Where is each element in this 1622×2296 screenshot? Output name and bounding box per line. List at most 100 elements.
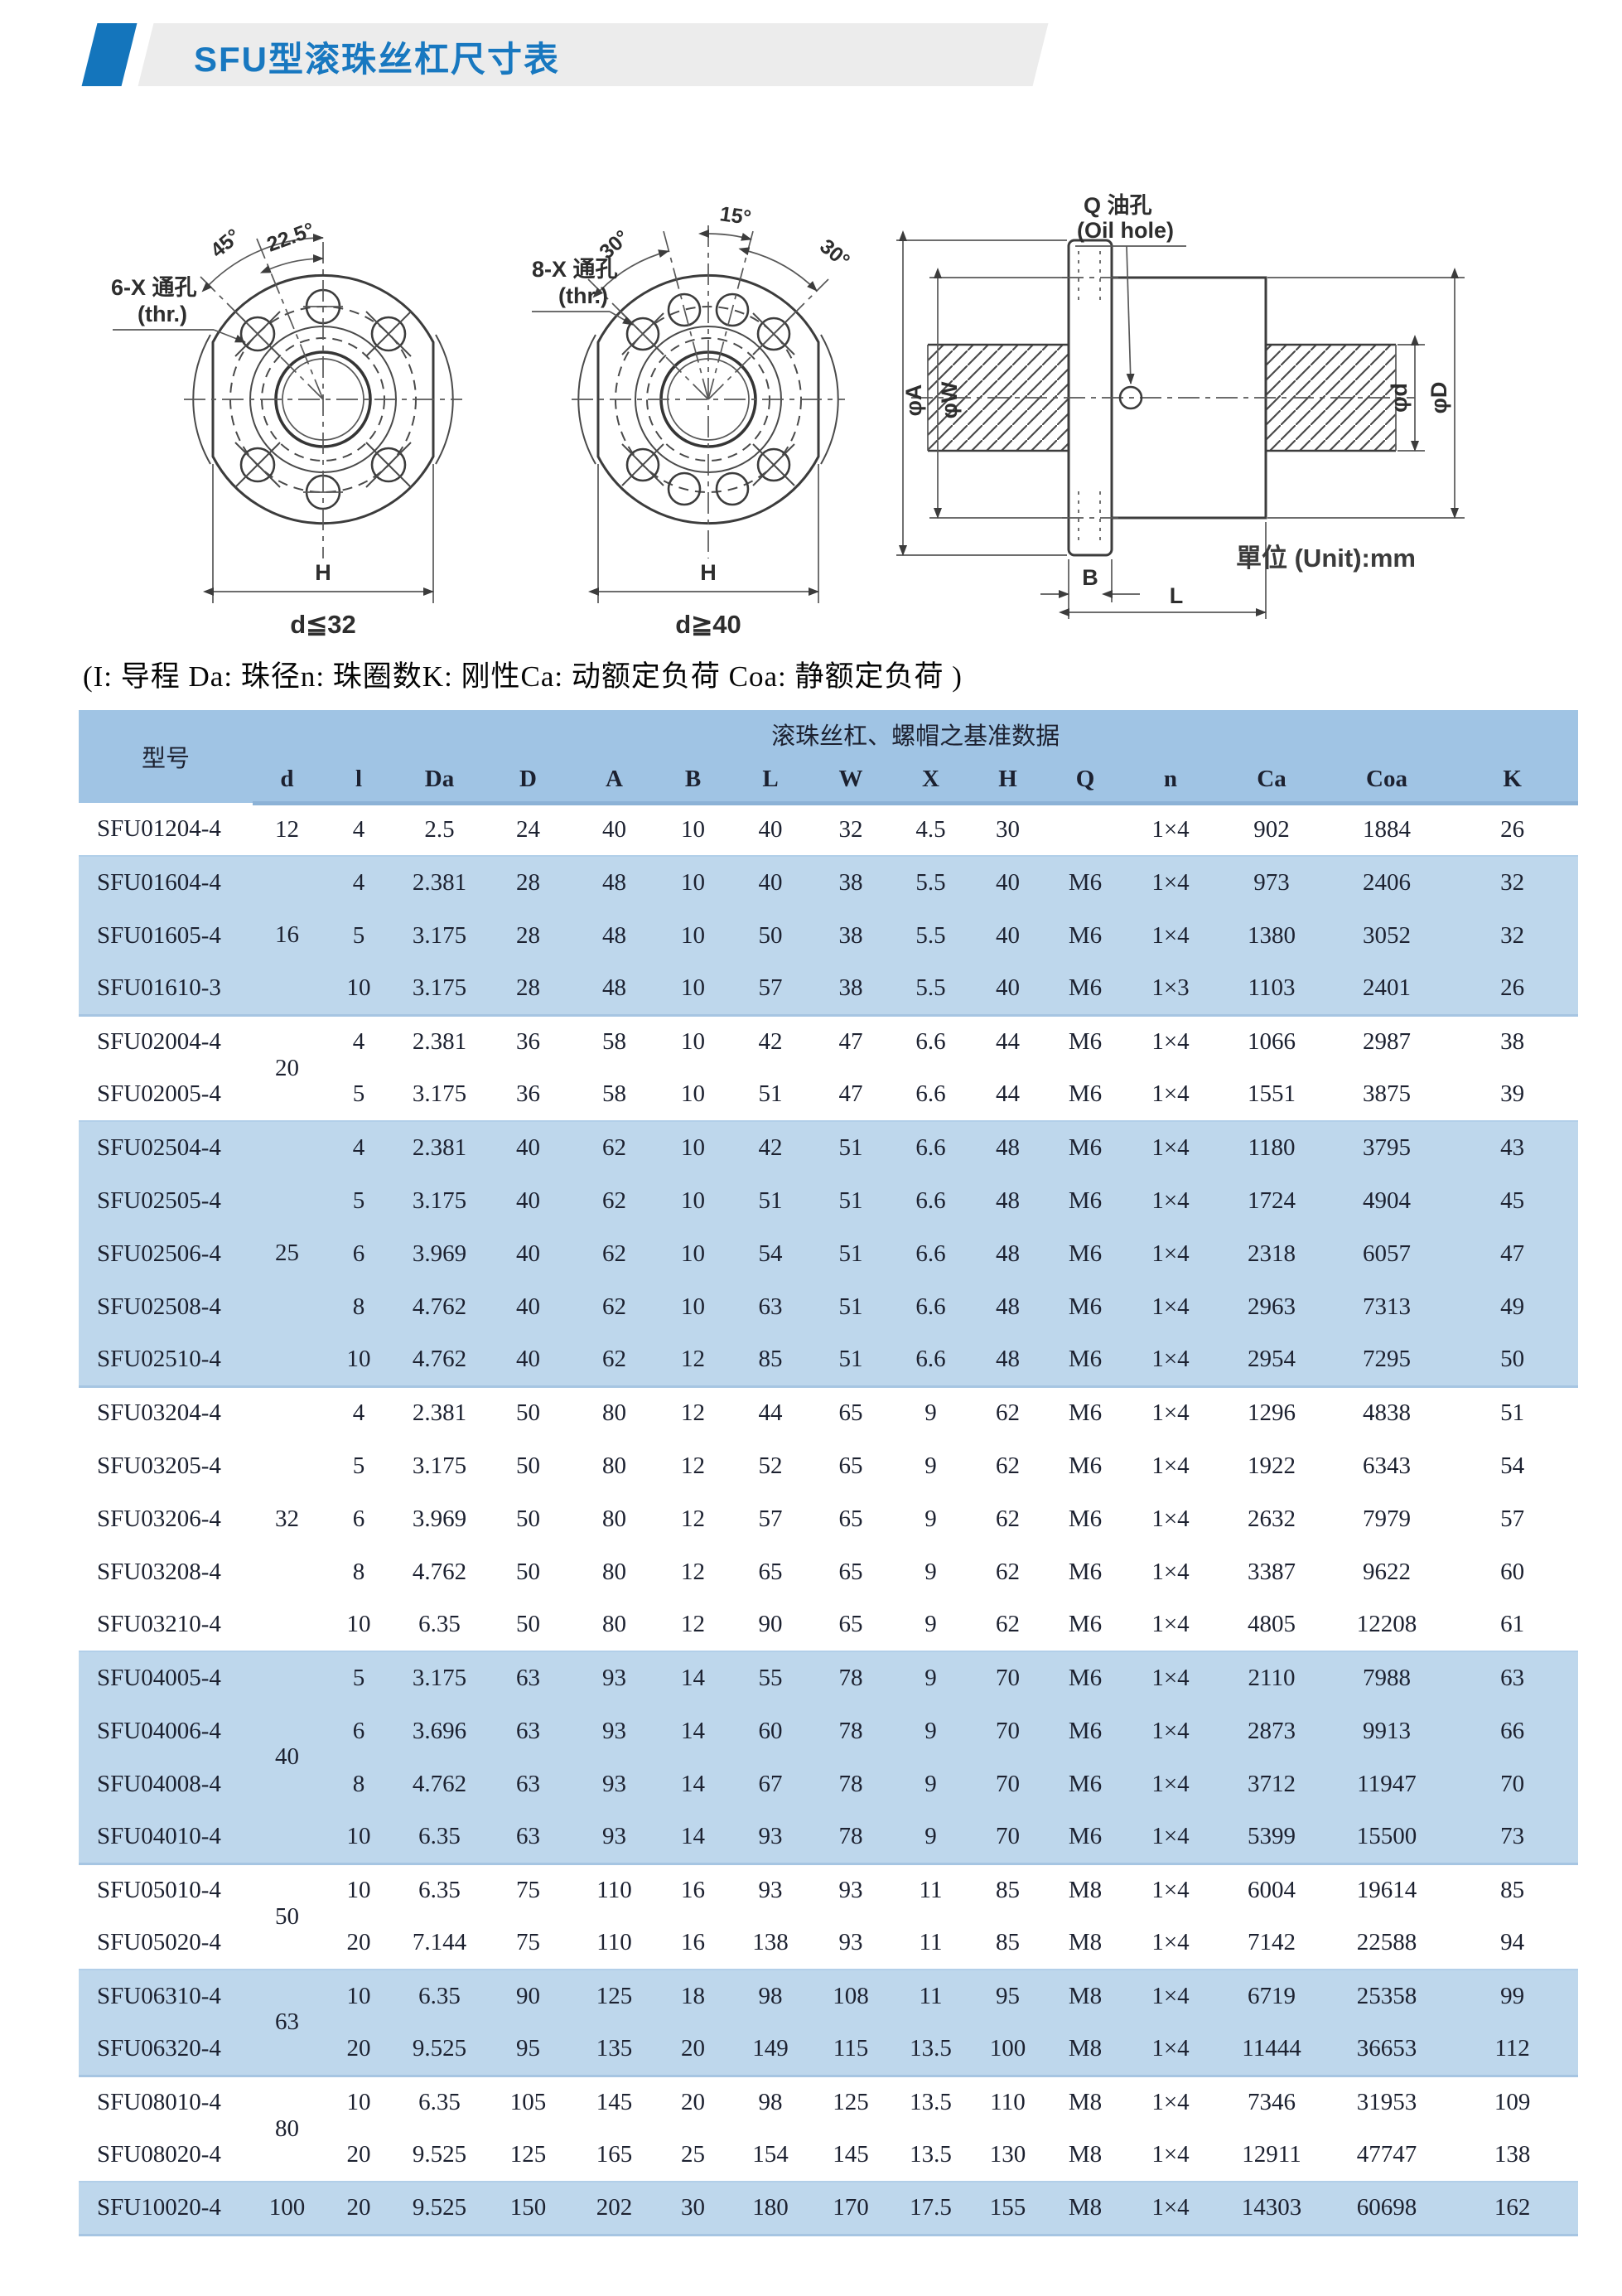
value-cell: 99 <box>1446 1969 1579 2023</box>
value-cell: 6 <box>321 1227 396 1280</box>
value-cell: 19614 <box>1356 1877 1417 1904</box>
value-cell: 52 <box>758 1452 783 1479</box>
d-group-cell: 100 <box>253 2181 321 2236</box>
value-cell: 149 <box>731 2023 810 2077</box>
column-header-l: L <box>731 758 810 805</box>
value-cell: M6 <box>1045 1757 1125 1810</box>
value-cell: 4.762 <box>396 1280 483 1333</box>
value-cell: 6.6 <box>891 1333 970 1388</box>
model-cell: SFU05020-4 <box>97 1929 221 1955</box>
value-cell: 2.381 <box>412 1028 467 1056</box>
value-cell: 12208 <box>1356 1611 1417 1637</box>
angle-30-right-label: 30° <box>815 234 854 273</box>
value-cell: 25 <box>681 2141 705 2168</box>
value-cell: 3.175 <box>396 1651 483 1704</box>
value-cell: M6 <box>1068 1080 1103 1107</box>
value-cell: 138 <box>752 1929 789 1955</box>
value-cell: 38 <box>810 962 891 1017</box>
value-cell: 1×4 <box>1125 1757 1216 1810</box>
value-cell: 5 <box>321 1174 396 1227</box>
value-cell: 3875 <box>1363 1080 1411 1107</box>
value-cell: 65 <box>838 1611 863 1637</box>
value-cell: M8 <box>1068 1877 1103 1904</box>
value-cell: 40 <box>758 816 783 843</box>
value-cell: 12 <box>681 1452 705 1479</box>
value-cell: 49 <box>1446 1280 1579 1333</box>
value-cell: 1724 <box>1216 1174 1327 1227</box>
value-cell: 28 <box>483 855 573 909</box>
value-cell: M6 <box>1045 1333 1125 1388</box>
value-cell: 902 <box>1253 816 1290 843</box>
table-row: SFU08020-4 20 9.525 125 165 25 154 145 13.5 130 M8… <box>79 2129 1579 2182</box>
table-group-header: 滚珠丝杠、螺帽之基准数据 <box>253 710 1579 758</box>
value-cell: 65 <box>838 1452 863 1479</box>
value-cell: 1×4 <box>1151 1028 1190 1056</box>
value-cell: 1×4 <box>1125 909 1216 962</box>
model-cell: SFU02506-4 <box>79 1227 253 1280</box>
value-cell: 10 <box>321 1810 396 1865</box>
value-cell: 40 <box>483 1333 573 1388</box>
value-cell: 62 <box>996 1611 1020 1637</box>
value-cell: M6 <box>1068 1611 1103 1637</box>
value-cell: 1380 <box>1216 909 1327 962</box>
model-cell: SFU02505-4 <box>79 1174 253 1227</box>
value-cell: 40 <box>970 962 1045 1017</box>
value-cell: 70 <box>1446 1757 1579 1810</box>
value-cell: 70 <box>970 1651 1045 1704</box>
value-cell: M8 <box>1045 1969 1125 2023</box>
value-cell: 48 <box>573 909 655 962</box>
value-cell: 9 <box>924 1558 937 1585</box>
value-cell: M6 <box>1045 1810 1125 1865</box>
value-cell: 70 <box>970 1704 1045 1757</box>
value-cell: M6 <box>1068 1558 1103 1585</box>
value-cell: 40 <box>483 1227 573 1280</box>
table-row: SFU01605-4 5 3.175 28 48 10 50 38 5.5 40 M6 1×4 1380… <box>79 909 1579 962</box>
value-cell: 32 <box>838 816 863 843</box>
value-cell: M6 <box>1068 1399 1103 1427</box>
value-cell: 31953 <box>1356 2089 1417 2116</box>
value-cell: 62 <box>996 1505 1020 1532</box>
value-cell: M6 <box>1068 1505 1103 1532</box>
value-cell: 5.5 <box>891 909 970 962</box>
value-cell: 12 <box>681 1399 705 1427</box>
table-row: SFU02005-4 5 3.175 36 58 10 51 47 6.6 44 M6 1×4 1551… <box>79 1068 1579 1121</box>
table-row: SFU03208-4 8 4.762 50 80 12 65 65 9 62 M6 1×4 3387 96… <box>79 1545 1579 1598</box>
value-cell: 93 <box>573 1651 655 1704</box>
banner-accent-bar <box>81 23 138 86</box>
dim-h-label: H <box>700 560 717 585</box>
value-cell: 3.696 <box>396 1704 483 1757</box>
value-cell: 85 <box>731 1333 810 1388</box>
value-cell: 10 <box>655 1227 731 1280</box>
column-header-a: A <box>573 758 655 805</box>
value-cell: 48 <box>970 1333 1045 1388</box>
value-cell: 1×4 <box>1151 1080 1190 1107</box>
table-row: SFU10020-4 100 20 9.525 150 202 30 180 170 17.5 15… <box>79 2181 1579 2236</box>
value-cell: 6 <box>321 1704 396 1757</box>
value-cell: 6.6 <box>891 1120 970 1174</box>
page-title: SFU型滚珠丝杠尺寸表 <box>194 40 561 79</box>
table-row: SFU02505-4 5 3.175 40 62 10 51 51 6.6 48 M6 1×4 1724… <box>79 1174 1579 1227</box>
value-cell: 10 <box>321 1333 396 1388</box>
column-header-k: K <box>1446 758 1579 805</box>
angle-45-label: 45° <box>206 225 245 263</box>
value-cell: 1×4 <box>1151 2089 1190 2116</box>
value-cell: 1×4 <box>1125 1280 1216 1333</box>
value-cell: 14303 <box>1216 2181 1327 2236</box>
hole-count-label: 8-X 通孔 <box>532 257 618 282</box>
value-cell: 2110 <box>1216 1651 1327 1704</box>
model-cell: SFU08010-4 <box>97 2089 221 2116</box>
value-cell: 6004 <box>1248 1877 1296 1904</box>
table-row: SFU05010-4 50 10 6.35 75 110 16 93 93 11 85 M8 1×4 60… <box>79 1863 1579 1930</box>
value-cell: 20 <box>346 2141 371 2168</box>
model-cell: SFU01604-4 <box>79 855 253 909</box>
value-cell: 63 <box>483 1810 573 1865</box>
hole-count-label: 6-X 通孔 <box>111 275 197 300</box>
value-cell: 50 <box>516 1399 540 1427</box>
value-cell: 2873 <box>1216 1704 1327 1757</box>
model-cell: SFU03205-4 <box>97 1452 221 1479</box>
value-cell: 110 <box>990 2089 1026 2116</box>
value-cell: 6343 <box>1363 1452 1411 1479</box>
model-cell: SFU02504-4 <box>79 1120 253 1174</box>
value-cell: 78 <box>810 1757 891 1810</box>
